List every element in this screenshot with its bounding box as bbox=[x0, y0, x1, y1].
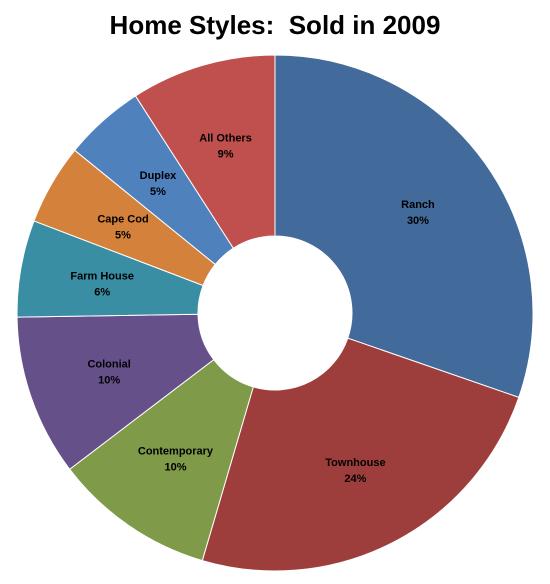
slice-value-cape-cod: 5% bbox=[115, 229, 131, 241]
labels-group: Ranch 30% Townhouse 24% Contemporary 10% Colon… bbox=[70, 133, 435, 485]
slice-value-farm-house: 6% bbox=[94, 287, 110, 299]
slice-label-cape-cod: Cape Cod bbox=[97, 213, 148, 225]
slice-value-ranch: 30% bbox=[407, 215, 429, 227]
slice-value-townhouse: 24% bbox=[344, 473, 366, 485]
slice-ranch bbox=[274, 54, 534, 399]
slice-value-all-others: 9% bbox=[218, 149, 234, 161]
slice-value-duplex: 5% bbox=[150, 186, 166, 198]
slice-label-duplex: Duplex bbox=[140, 170, 178, 182]
slice-label-all-others: All Others bbox=[199, 133, 252, 145]
slices-group bbox=[16, 54, 534, 572]
slice-label-ranch: Ranch bbox=[401, 199, 435, 211]
slice-colonial bbox=[16, 313, 215, 470]
slice-value-colonial: 10% bbox=[98, 374, 120, 386]
slice-label-colonial: Colonial bbox=[87, 358, 130, 370]
slice-townhouse bbox=[201, 337, 520, 572]
slice-contemporary bbox=[68, 358, 254, 562]
chart-title: Home Styles: Sold in 2009 bbox=[109, 10, 441, 40]
slice-label-townhouse: Townhouse bbox=[325, 457, 385, 469]
slice-label-farm-house: Farm House bbox=[70, 271, 134, 283]
slice-value-contemporary: 10% bbox=[164, 462, 186, 474]
slice-label-contemporary: Contemporary bbox=[138, 446, 214, 458]
slice-all-others bbox=[134, 54, 276, 249]
